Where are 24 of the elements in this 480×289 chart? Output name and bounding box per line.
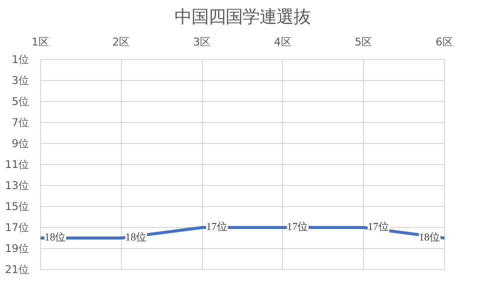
data-label: 17位 [286, 221, 309, 233]
y-tick-label: 19位 [4, 242, 30, 255]
data-label: 18位 [44, 232, 66, 244]
y-tick-label: 17位 [4, 221, 30, 234]
x-tick-label: 6区 [436, 36, 454, 48]
x-tick-label: 4区 [274, 36, 292, 48]
data-label: 18位 [418, 232, 440, 244]
data-label: 17位 [368, 221, 390, 233]
x-tick-label: 1区 [32, 36, 50, 48]
chart-title: 中国四国学連選抜 [174, 8, 310, 28]
y-tick-label: 9位 [12, 137, 30, 150]
y-tick-label: 21位 [4, 263, 30, 276]
data-label: 18位 [125, 232, 147, 244]
y-tick-label: 3位 [12, 74, 30, 87]
x-tick-label: 2区 [112, 36, 130, 48]
x-tick-label: 3区 [193, 36, 211, 48]
y-tick-label: 5位 [12, 95, 30, 108]
data-label: 17位 [206, 221, 228, 233]
y-tick-label: 1位 [12, 53, 30, 66]
y-tick-label: 15位 [4, 200, 30, 213]
y-tick-label: 13位 [4, 179, 30, 192]
y-tick-label: 7位 [12, 116, 30, 129]
y-tick-label: 11位 [4, 158, 30, 171]
x-tick-label: 5区 [354, 36, 373, 48]
